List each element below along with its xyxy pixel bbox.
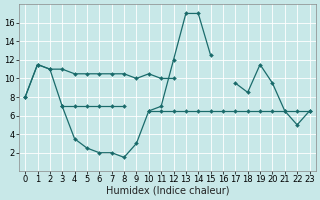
X-axis label: Humidex (Indice chaleur): Humidex (Indice chaleur) (106, 186, 229, 196)
